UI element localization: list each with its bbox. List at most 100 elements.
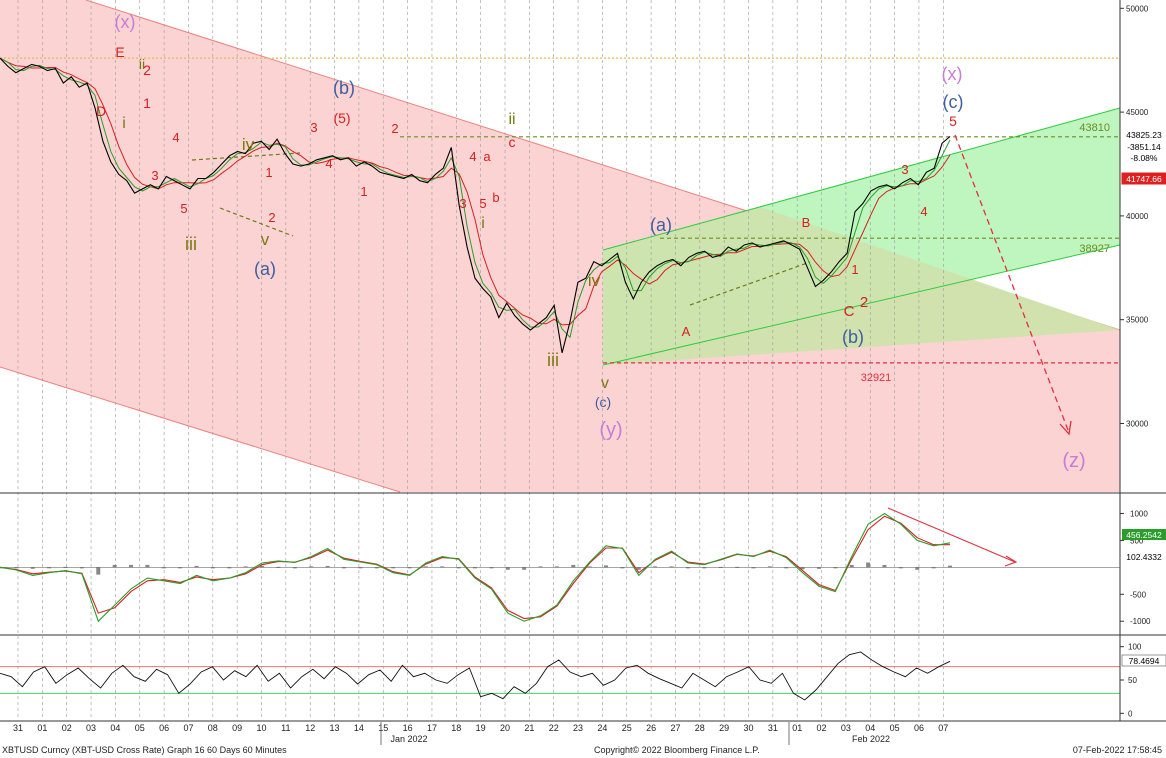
macd-histogram-bar [522,567,527,570]
y-tick-label: 50000 [1126,4,1149,13]
macd-histogram-bar [276,566,281,568]
rsi-tag-box [1121,654,1166,667]
macd-panel [0,507,1120,623]
macd-histogram-bar [423,566,428,568]
x-tick-label: 25 [622,723,632,733]
macd-histogram-bar [882,564,887,568]
x-tick-label: 09 [232,723,242,733]
wave-label: 3 [459,196,466,211]
y-tick-label: 40000 [1126,212,1149,221]
wave-label: ii [508,111,515,128]
macd-histogram-bar [341,567,346,569]
macd-histogram-bar [407,567,412,569]
macd-histogram-bar [96,567,101,575]
x-tick-label: 26 [646,723,656,733]
macd-histogram-bar [931,567,936,569]
macd-histogram-bar [129,564,134,568]
wave-label: 5 [180,201,187,216]
macd-histogram-bar [210,567,215,569]
wave-label: c [509,134,516,150]
rsi-line [0,651,951,701]
macd-histogram-bar [260,565,265,568]
x-tick-label: 14 [354,723,364,733]
x-tick-label: 15 [378,723,388,733]
wave-label: (c) [595,394,611,410]
wave-label: 5 [949,113,957,129]
x-tick-label: 06 [159,723,169,733]
x-tick-label: 03 [86,723,96,733]
macd-histogram-bar [161,567,166,569]
macd-histogram-bar [63,566,68,568]
wave-label: E [115,44,124,60]
rsi-y-tick-label: 50 [1128,676,1137,685]
macd-tag-box [1122,529,1166,540]
x-tick-label: 07 [938,723,948,733]
macd-histogram-bar [489,567,494,569]
wave-label: 2 [268,210,275,225]
macd-histogram-bar [735,566,740,568]
green-channel-upper-line [602,107,1121,251]
green-channel-overlap-fill [603,207,1120,365]
wave-label: a [483,149,491,164]
rsi-panel [0,651,1120,701]
macd-histogram-bar [473,567,477,569]
red-channel-fill [0,0,1120,492]
wave-label: 2 [391,121,398,136]
wave-label: iv [588,271,601,290]
olive-trend-line [219,207,294,237]
x-tick-label: 08 [208,723,218,733]
y-tick-label: 35000 [1126,316,1149,325]
x-tick-label: 02 [817,723,827,733]
macd-histogram-bar [571,564,576,568]
footer-copyright-label: Copyright© 2022 Bloomberg Finance L.P. [594,745,760,755]
x-tick-label: 24 [597,723,607,733]
macd-histogram-bar [800,567,805,570]
macd-histogram-bar [47,567,52,569]
wave-label: i [481,215,485,232]
macd-histogram-bar [653,566,658,568]
wave-label: v [261,230,270,249]
macd-histogram-bar [948,565,952,568]
macd-histogram-bar [538,566,543,568]
wave-label: (x) [115,12,136,32]
wave-label: v [601,375,609,392]
wave-label: (c) [943,92,964,112]
projection-arrow [954,134,1069,431]
macd-histogram-bar [358,567,363,569]
wave-label: 4 [469,149,476,164]
macd-y-tick-label: -500 [1130,590,1147,599]
x-tick-label: 04 [110,723,120,733]
macd-y-tick-label: -1000 [1130,617,1151,626]
macd-histogram-bar [14,567,19,569]
macd-histogram-bar [391,567,396,569]
macd-histogram-bar [604,565,609,568]
wave-label: i [122,115,126,132]
macd-histogram-bar [554,566,559,568]
wave-label: (b) [842,327,864,347]
x-tick-label: 23 [573,723,583,733]
wave-label: 4 [920,204,927,219]
level-label: 32921 [861,372,892,384]
price-tag-box [1122,152,1166,163]
macd-tag: 102.4332 [1126,552,1162,562]
x-tick-label: 05 [135,723,145,733]
wave-label: 5 [479,196,486,211]
wave-label: 1 [360,184,367,199]
macd-histogram-bar [374,567,379,569]
moving-average-fast [0,57,951,339]
y-tick-label: 30000 [1126,419,1149,428]
grid-layer [17,0,944,720]
x-tick-label: 29 [719,723,729,733]
x-tick-label: 10 [256,723,266,733]
wave-label: D [96,103,106,119]
wave-label: (b) [333,78,355,98]
macd-histogram-bar [325,565,330,568]
macd-histogram-bar [227,567,232,569]
x-tick-label: 20 [500,723,510,733]
macd-histogram-bar [718,566,723,568]
x-tick-label: 05 [890,723,900,733]
macd-histogram-bar [898,567,903,569]
wave-label: (a) [650,215,672,235]
olive-trend-line [689,261,811,306]
macd-histogram-bar [784,567,789,569]
